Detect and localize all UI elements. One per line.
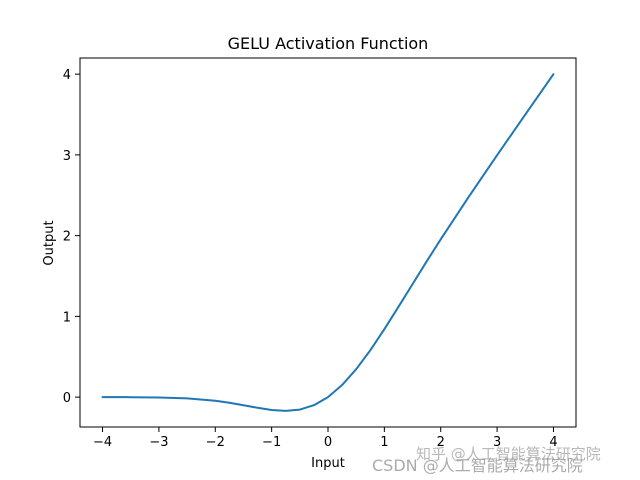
x-axis-ticks: −4 −3 −2 −1 0 1 2 3 4 — [93, 427, 558, 450]
y-tick-label: 1 — [63, 310, 71, 325]
x-tick-label: 1 — [380, 435, 388, 450]
y-tick-label: 2 — [63, 230, 71, 245]
x-tick-label: −4 — [93, 435, 112, 450]
watermark-csdn: CSDN @人工智能算法研究院 — [372, 456, 583, 475]
y-axis-ticks: 0 1 2 3 4 — [63, 68, 80, 406]
y-tick-label: 3 — [63, 149, 71, 164]
axes-frame — [79, 57, 577, 428]
x-tick-label: −1 — [262, 435, 281, 450]
plot-area — [101, 73, 555, 412]
x-tick-label: 0 — [324, 435, 332, 450]
x-tick-label: −2 — [206, 435, 225, 450]
series-line-0 — [101, 73, 555, 412]
watermark-zhihu: 知乎 @人工智能算法研究院 — [416, 445, 601, 463]
chart-title: GELU Activation Function — [228, 34, 429, 53]
x-axis-label: Input — [311, 456, 345, 471]
x-tick-label: 3 — [493, 435, 501, 450]
y-tick-label: 4 — [63, 68, 71, 83]
y-axis-label: Output — [42, 220, 57, 265]
x-tick-label: 2 — [437, 435, 445, 450]
y-tick-label: 0 — [63, 391, 71, 406]
x-tick-label: 4 — [549, 435, 557, 450]
x-tick-label: −3 — [149, 435, 168, 450]
